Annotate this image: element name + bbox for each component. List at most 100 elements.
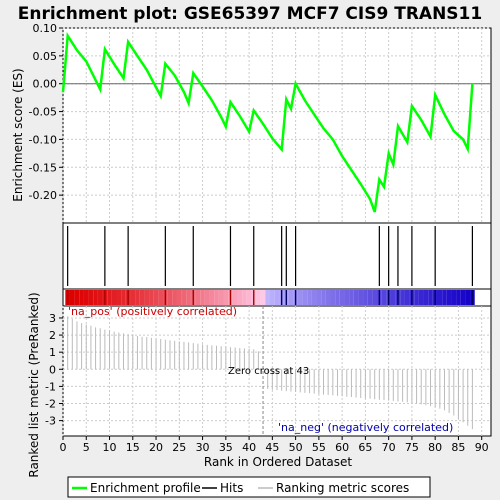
es-y-tick-label: 0.05 [33, 50, 58, 63]
hit-markers [67, 226, 473, 286]
color-bar-segment [307, 290, 312, 305]
metric-x-tick-label: 50 [289, 441, 303, 454]
color-bar-segment [232, 290, 238, 305]
es-y-ticks: 0.10 0.05 0.00 -0.05 -0.10 -0.15 -0.20 [29, 22, 63, 202]
color-bar-segment [83, 290, 89, 305]
color-bar-segment [311, 290, 317, 305]
color-bar-segment [214, 290, 219, 305]
metric-y-tick-label: -1 [45, 380, 56, 393]
metric-x-axis-label: Rank in Ordered Dataset [204, 455, 352, 469]
metric-x-tick-label: 80 [428, 441, 442, 454]
color-bar-segment [79, 290, 84, 305]
color-bar-segment [418, 290, 424, 305]
metric-x-tick-label: 60 [335, 441, 349, 454]
color-bar-segment [335, 290, 340, 305]
color-bar-segment [200, 290, 205, 305]
color-bar-segment [158, 290, 164, 305]
metric-x-tick-label: 15 [126, 441, 140, 454]
color-bar-segment [442, 290, 447, 305]
color-bar-segment [316, 290, 322, 305]
color-bar-segment [242, 290, 247, 305]
color-bar-segment [97, 290, 103, 305]
color-bar-segment [451, 290, 457, 305]
es-y-axis-label: Enrichment score (ES) [11, 68, 25, 201]
color-bar-segment [88, 290, 94, 305]
color-bar-segment [172, 290, 177, 305]
metric-x-tick-label: 65 [358, 441, 372, 454]
metric-x-tick-label: 30 [196, 441, 210, 454]
ranked-list-color-bar [65, 290, 475, 305]
hits-panel [62, 222, 492, 290]
legend-box [67, 476, 431, 498]
color-bar-segment [381, 290, 387, 305]
enrichment-profile-line [61, 32, 474, 213]
color-bar-segment [465, 290, 471, 305]
metric-y-tick-label: -3 [45, 415, 56, 428]
color-bar-segment [218, 290, 224, 305]
metric-y-tick-label: 3 [49, 312, 56, 325]
color-bar-segment [302, 290, 308, 305]
metric-x-tick-label: 0 [60, 441, 67, 454]
color-bar-segment [130, 290, 136, 305]
color-bar-segment [270, 290, 275, 305]
color-bar-segment [372, 290, 378, 305]
color-bar-segment [460, 290, 466, 305]
positive-correlation-label: 'na_pos' (positively correlated) [68, 305, 237, 318]
color-bar-segment [153, 290, 159, 305]
color-bar-segment [265, 290, 271, 305]
color-bar-segment [69, 290, 75, 305]
metric-x-ticks: 0 5 10 15 20 25 30 35 40 45 50 55 60 65 70 75 80 85 90 [60, 436, 489, 454]
es-y-tick-label: 0.00 [33, 78, 58, 91]
metric-x-tick-label: 85 [451, 441, 465, 454]
color-bar-segment [111, 290, 117, 305]
zero-cross-annotation: Zero cross at 43 [228, 366, 309, 377]
metric-x-tick-label: 10 [103, 441, 117, 454]
color-bar-segment [288, 290, 294, 305]
es-y-tick-label: -0.10 [29, 133, 57, 146]
color-bar-segment [107, 290, 112, 305]
color-bar-segment [256, 290, 261, 305]
legend-metric-label: Ranking metric scores [276, 481, 409, 495]
metric-x-tick-label: 40 [242, 441, 256, 454]
es-gridlines [62, 27, 491, 223]
es-panel-background [62, 27, 492, 224]
color-bar-segment [167, 290, 173, 305]
metric-x-tick-label: 5 [83, 441, 90, 454]
metric-y-tick-label: 0 [49, 363, 56, 376]
color-bar-segment [186, 290, 191, 305]
color-bar-segment [144, 290, 150, 305]
metric-x-tick-label: 75 [405, 441, 419, 454]
metric-panel: Zero cross at 43 'na_pos' (positively co… [27, 292, 492, 478]
color-bar-segment [321, 290, 326, 305]
es-y-tick-label: -0.15 [29, 161, 57, 174]
color-bar-segment [237, 290, 243, 305]
es-y-tick-label: 0.10 [33, 22, 58, 35]
color-bar-segment [428, 290, 433, 305]
color-bar-segment [414, 290, 419, 305]
legend: Enrichment profile Hits Ranking metric s… [67, 476, 431, 498]
color-bar-segment [297, 290, 303, 305]
metric-y-tick-label: -2 [45, 398, 56, 411]
color-bar-segment [330, 290, 336, 305]
color-bar-segment [139, 290, 145, 305]
metric-y-tick-label: 2 [49, 329, 56, 342]
color-bar-segment [437, 290, 443, 305]
color-bar-segment [358, 290, 364, 305]
color-bar-segment [149, 290, 154, 305]
color-bar-segment [423, 290, 429, 305]
color-bar-segment [121, 290, 126, 305]
color-bar-segment [246, 290, 252, 305]
color-bar-segment [349, 290, 354, 305]
metric-x-tick-label: 55 [312, 441, 326, 454]
negative-correlation-label: 'na_neg' (negatively correlated) [278, 421, 453, 434]
color-bar-segment [260, 290, 266, 305]
es-panel: 0.10 0.05 0.00 -0.05 -0.10 -0.15 -0.20 Enrichm… [11, 22, 492, 224]
color-bar-segment [339, 290, 345, 305]
es-y-tick-label: -0.20 [29, 189, 57, 202]
metric-x-tick-label: 35 [219, 441, 233, 454]
color-bar-segment [363, 290, 368, 305]
color-bar-segment [176, 290, 182, 305]
metric-x-tick-label: 25 [172, 441, 186, 454]
color-bar-segment [325, 290, 331, 305]
